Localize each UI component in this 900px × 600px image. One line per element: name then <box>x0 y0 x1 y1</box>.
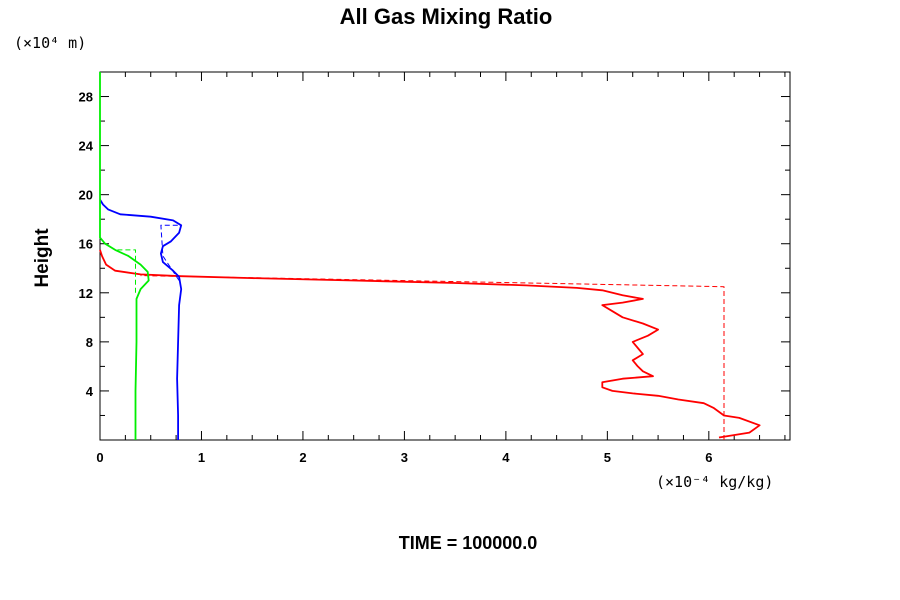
y-axis-label: Height <box>32 228 53 288</box>
series-line-3 <box>99 199 183 440</box>
x-tick-label: 2 <box>299 450 306 465</box>
y-tick-label: 24 <box>79 139 94 154</box>
x-unit-label: (×10⁻⁴ kg/kg) <box>656 473 773 491</box>
y-unit-label: (×10⁴ m) <box>14 34 86 52</box>
x-tick-label: 1 <box>198 450 205 465</box>
y-tick-label: 4 <box>86 384 94 399</box>
x-tick-label: 6 <box>705 450 712 465</box>
series-line-2 <box>140 275 725 440</box>
x-tick-label: 4 <box>502 450 510 465</box>
y-tick-label: 12 <box>79 286 93 301</box>
series-line-5 <box>99 72 150 440</box>
series-line-1 <box>99 249 761 439</box>
x-tick-label: 5 <box>604 450 611 465</box>
y-tick-label: 8 <box>86 335 93 350</box>
series-line-6 <box>115 249 136 293</box>
plot-frame <box>99 71 791 441</box>
y-tick-label: 28 <box>79 90 93 105</box>
time-label: TIME = 100000.0 <box>399 533 538 553</box>
x-tick-label: 3 <box>401 450 408 465</box>
chart-title: All Gas Mixing Ratio <box>340 4 553 29</box>
series-lines <box>99 72 761 440</box>
series-line-4 <box>160 224 182 281</box>
x-tick-label: 0 <box>96 450 103 465</box>
y-tick-label: 16 <box>79 237 93 252</box>
y-tick-label: 20 <box>79 188 93 203</box>
